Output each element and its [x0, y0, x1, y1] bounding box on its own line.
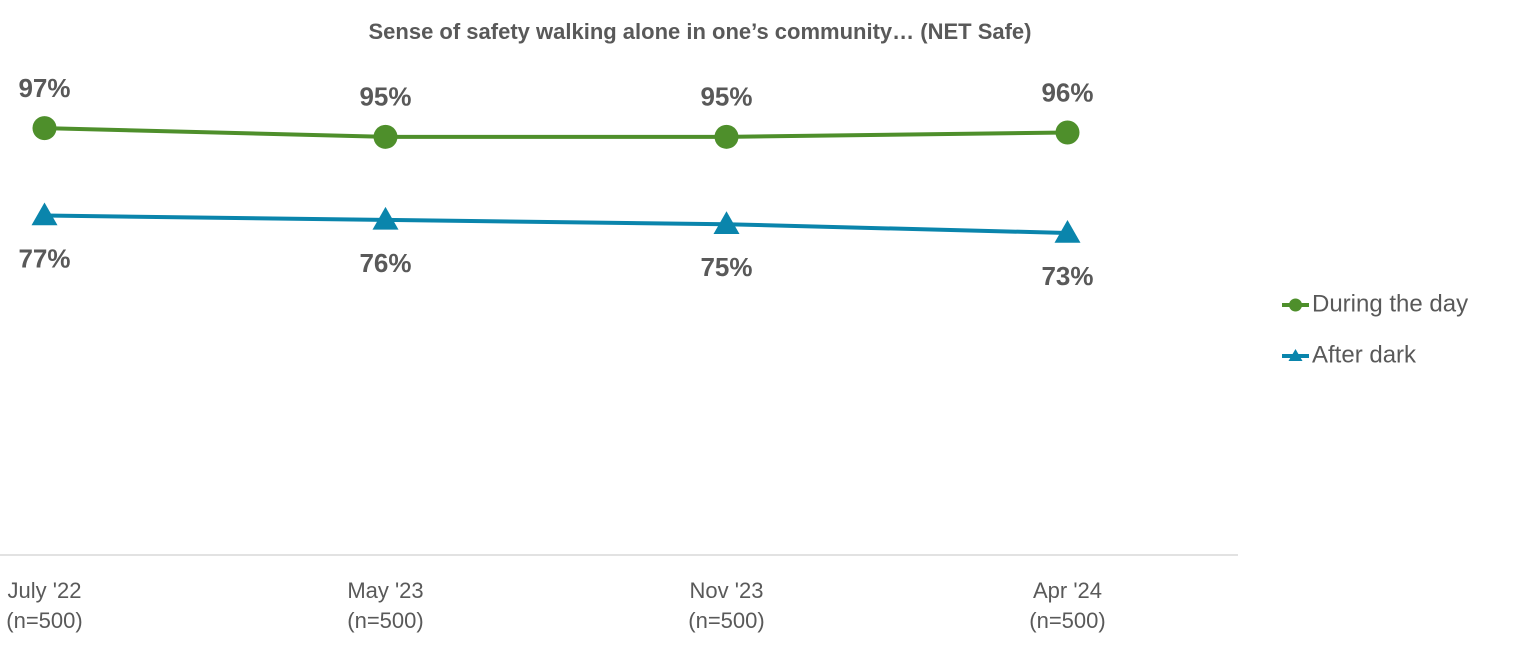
data-label: 77%	[18, 243, 70, 273]
data-label: 95%	[700, 82, 752, 112]
x-tick-label: (n=500)	[347, 608, 423, 633]
point	[1055, 120, 1080, 145]
x-tick-label: Apr '24	[1033, 578, 1102, 603]
data-label: 75%	[700, 252, 752, 282]
legend-marker	[1288, 349, 1303, 361]
x-tick-label: (n=500)	[6, 608, 82, 633]
point	[1054, 219, 1081, 243]
point	[32, 116, 57, 141]
x-tick-label: July '22	[8, 578, 82, 603]
point	[714, 124, 739, 149]
legend-label: After dark	[1312, 341, 1417, 368]
point	[713, 211, 740, 234]
data-label: 97%	[18, 73, 70, 103]
series-line	[44, 213, 1068, 235]
data-label: 76%	[359, 248, 411, 278]
x-tick-label: May '23	[347, 578, 423, 603]
data-label: 95%	[359, 82, 411, 112]
x-tick-label: (n=500)	[1029, 608, 1105, 633]
data-label: 73%	[1041, 261, 1093, 291]
point	[373, 124, 398, 149]
chart-title: Sense of safety walking alone in one’s c…	[369, 19, 1032, 44]
legend-label: During the day	[1312, 290, 1468, 317]
point	[31, 202, 58, 226]
legend-marker	[1289, 298, 1302, 312]
x-tick-label: Nov '23	[690, 578, 764, 603]
x-tick-label: (n=500)	[688, 608, 764, 633]
data-label: 96%	[1041, 77, 1093, 107]
series-line	[44, 126, 1068, 139]
point	[372, 206, 399, 230]
